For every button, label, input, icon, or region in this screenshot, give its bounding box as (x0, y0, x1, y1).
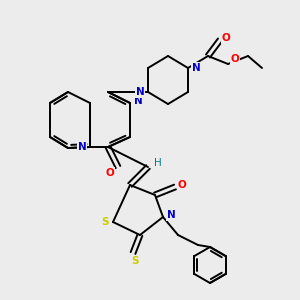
Text: N: N (192, 63, 200, 73)
Text: N: N (167, 210, 176, 220)
Text: N: N (78, 142, 86, 152)
Text: N: N (134, 96, 142, 106)
Text: S: S (101, 217, 109, 227)
Text: O: O (231, 54, 239, 64)
Text: H: H (154, 158, 162, 168)
Text: O: O (222, 33, 230, 43)
Text: O: O (106, 168, 114, 178)
Text: S: S (131, 256, 139, 266)
Text: N: N (136, 87, 144, 97)
Text: O: O (178, 180, 186, 190)
